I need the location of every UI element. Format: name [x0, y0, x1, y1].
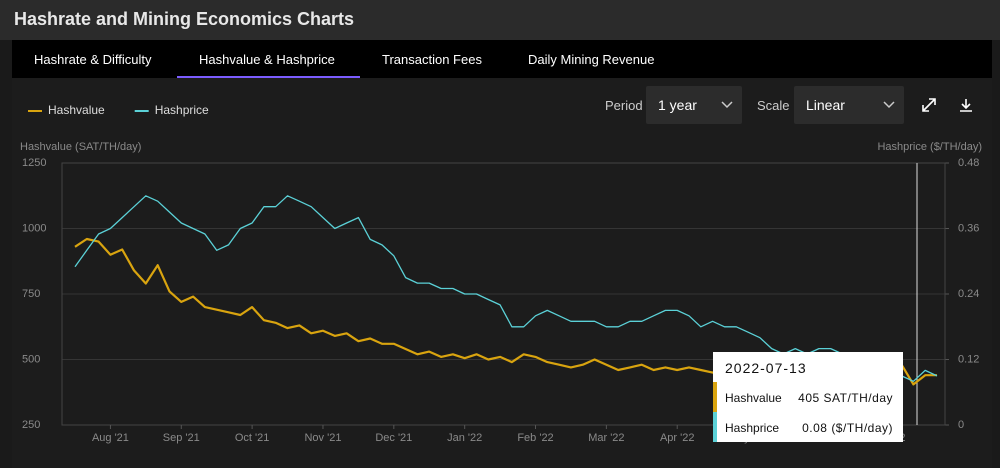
download-icon[interactable] — [958, 97, 974, 113]
header: Hashrate and Mining Economics Charts — [0, 0, 1000, 40]
chevron — [883, 101, 895, 109]
y-axis-title: Hashvalue (SAT/TH/day) — [20, 141, 141, 153]
x-tick-label: Nov '21 — [304, 432, 341, 444]
x-tick-label: Aug '21 — [92, 432, 129, 444]
x-tick-label: Oct '21 — [235, 432, 270, 444]
tab-active[interactable]: Hashvalue & Hashprice — [199, 52, 335, 67]
scale-value: Linear — [806, 97, 845, 113]
y2-tick-label: 0.24 — [958, 288, 979, 300]
tooltip-date: 2022-07-13 — [725, 360, 807, 376]
period-value: 1 year — [658, 97, 697, 113]
series-line — [74, 195, 938, 382]
tooltip-label: Hashprice — [725, 421, 780, 435]
y-tick-label: 750 — [22, 288, 40, 300]
x-tick-label: Mar '22 — [588, 432, 624, 444]
y2-tick-label: 0.48 — [958, 157, 979, 169]
tooltip-swatch — [713, 382, 717, 412]
plot-frame — [61, 162, 946, 426]
x-tick-label: Apr '22 — [660, 432, 695, 444]
tab[interactable]: Daily Mining Revenue — [528, 52, 655, 67]
x-tick-label: Sep '21 — [163, 432, 200, 444]
x-tick-label: Dec '21 — [375, 432, 412, 444]
y2-tick-label: 0 — [958, 419, 964, 431]
y2-tick-label: 0.12 — [958, 353, 979, 365]
period-select[interactable]: 1 year — [646, 86, 742, 124]
x-tick-label: Jan '22 — [447, 432, 482, 444]
legend-label: Hashprice — [155, 103, 209, 117]
tab-underline — [177, 76, 360, 78]
y2-axis-title: Hashprice ($/TH/day) — [877, 141, 982, 153]
y-tick-label: 1250 — [22, 157, 46, 169]
tooltip: 2022-07-13 Hashvalue 405 SAT/TH/day Hashp… — [713, 352, 903, 442]
period-label: Period — [605, 98, 643, 113]
scale-select[interactable]: Linear — [794, 86, 904, 124]
tooltip-row: Hashvalue 405 SAT/TH/day — [713, 382, 903, 412]
tooltip-label: Hashvalue — [725, 391, 782, 405]
page-title: Hashrate and Mining Economics Charts — [14, 9, 355, 29]
x-tick-label: Feb '22 — [517, 432, 553, 444]
tab[interactable]: Hashrate & Difficulty — [34, 52, 152, 67]
legend-label: Hashvalue — [48, 103, 105, 117]
chevron — [721, 101, 733, 109]
expand-icon[interactable] — [921, 97, 937, 113]
y-tick-label: 500 — [22, 353, 40, 365]
y-tick-label: 1000 — [22, 222, 46, 234]
y2-tick-label: 0.36 — [958, 222, 979, 234]
y-tick-label: 250 — [22, 419, 40, 431]
scale-label: Scale — [757, 98, 790, 113]
tooltip-swatch — [713, 412, 717, 442]
tooltip-value: 405 SAT/TH/day — [798, 391, 893, 405]
tab[interactable]: Transaction Fees — [382, 52, 482, 67]
tab-bar: Hashrate & Difficulty Hashvalue & Hashpr… — [12, 40, 992, 78]
tooltip-value: 0.08 ($/TH/day) — [802, 421, 893, 435]
tooltip-row: Hashprice 0.08 ($/TH/day) — [713, 412, 903, 442]
